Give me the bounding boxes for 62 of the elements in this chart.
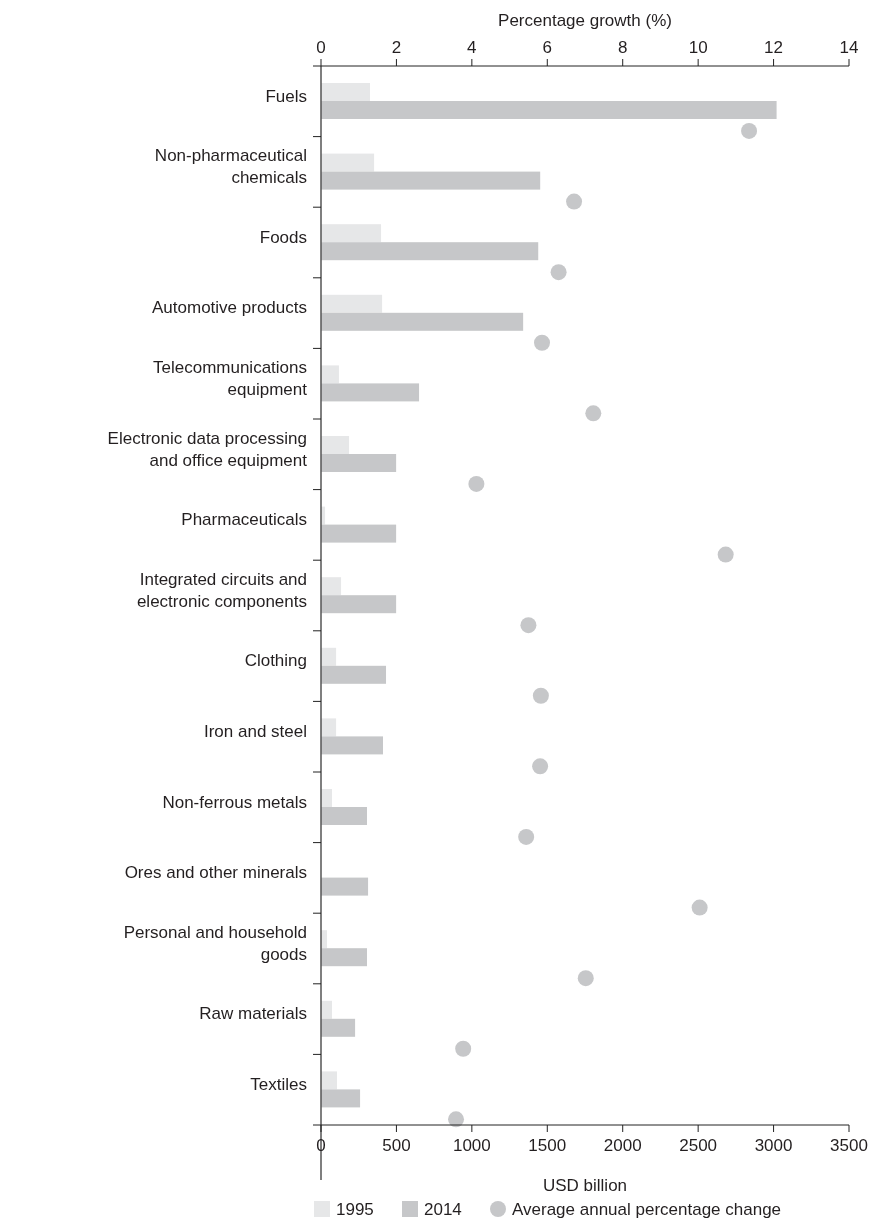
bar (321, 1018, 356, 1037)
x2-tick-label: 0 (316, 38, 326, 57)
y-tick-label: Fuels (265, 86, 307, 106)
bar (321, 577, 342, 596)
bar (321, 83, 371, 101)
y-tick-label: Textiles (250, 1074, 307, 1094)
x-axis-title: USD billion (542, 1176, 628, 1195)
bar (321, 454, 397, 472)
y-tick-label: Foods (259, 227, 307, 247)
bar (321, 171, 541, 190)
y-tick-label: Telecommunications equipment (152, 357, 308, 399)
bar (321, 877, 369, 896)
y-tick-label: Integrated circuits and electronic components (136, 569, 307, 611)
x2-tick-label: 10 (688, 38, 708, 57)
x2-tick-label: 2 (391, 38, 402, 57)
bar (321, 436, 350, 454)
bar (321, 789, 333, 807)
y-tick-label: Personal and household goods (123, 922, 307, 964)
x2-tick-label: 8 (617, 38, 628, 57)
bar (321, 383, 420, 402)
bar (321, 948, 368, 967)
bar (321, 807, 368, 825)
x2-tick-label: 12 (764, 38, 784, 57)
y-tick-label: Pharmaceuticals (181, 509, 307, 529)
bar (321, 718, 337, 737)
bar (321, 224, 382, 243)
x2-tick-label: 6 (542, 38, 553, 57)
x2-axis-title: Percentage growth (%) (498, 11, 672, 30)
legend-label: 1995 (336, 1200, 374, 1219)
y-tick-label: Electronic data processing and office equipment (107, 428, 308, 470)
x-tick-label: 1000 (452, 1136, 491, 1155)
bar (321, 153, 375, 172)
bar (321, 312, 524, 331)
y-tick-label: Automotive products (152, 297, 307, 317)
x2-tick-label: 14 (839, 38, 859, 57)
y-tick-label: Clothing (244, 650, 307, 670)
bar (321, 294, 383, 313)
x-tick-label: 3000 (754, 1136, 793, 1155)
legend-label: 2014 (424, 1200, 462, 1219)
bar (321, 736, 383, 755)
x-tick-label: 1500 (528, 1136, 567, 1155)
bar (321, 647, 337, 666)
bar (321, 101, 777, 119)
bar (321, 524, 397, 543)
x-tick-label: 2500 (679, 1136, 718, 1155)
x-tick-label: 3500 (830, 1136, 868, 1155)
y-tick-label: Iron and steel (203, 721, 307, 741)
bar (321, 1089, 361, 1108)
bar (321, 242, 539, 261)
y-tick-label: Ores and other minerals (124, 862, 307, 882)
y-tick-label: Non-ferrous metals (162, 792, 307, 812)
bar (321, 595, 397, 614)
y-tick-label: Non-pharmaceutical chemicals (154, 145, 307, 187)
bar (321, 365, 339, 384)
x-tick-label: 500 (382, 1136, 411, 1155)
x-tick-label: 2000 (603, 1136, 642, 1155)
x2-tick-label: 4 (467, 38, 477, 57)
y-tick-label: Raw materials (199, 1003, 307, 1023)
legend-label: Average annual percentage change (512, 1200, 782, 1219)
bar (321, 1071, 337, 1090)
bar (321, 665, 387, 684)
bar (321, 1000, 333, 1019)
